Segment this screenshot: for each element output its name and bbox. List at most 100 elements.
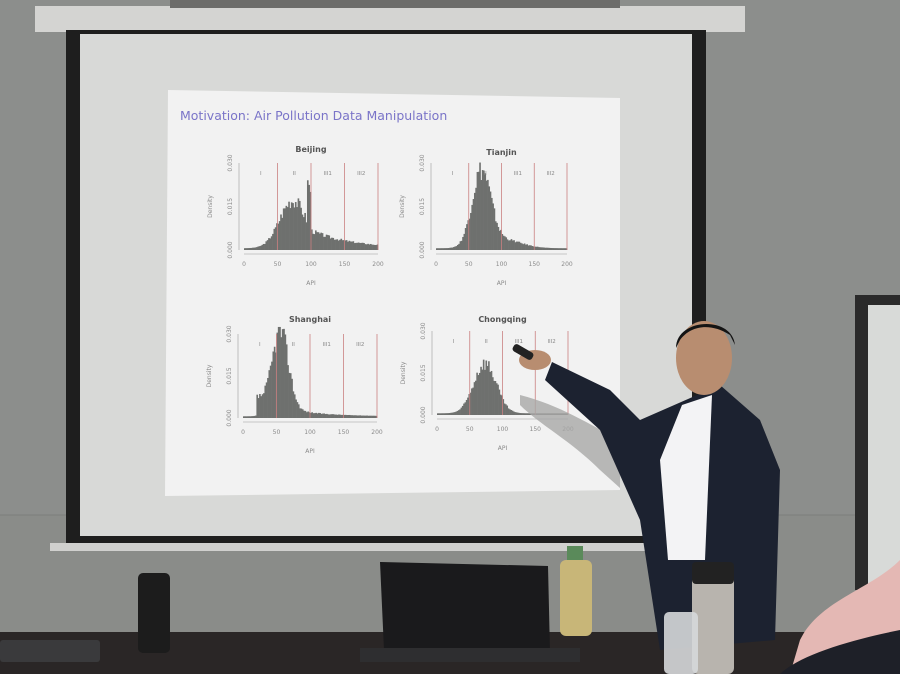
histogram-bar (442, 248, 445, 250)
histogram-bar (260, 396, 263, 418)
histogram-bar (312, 233, 314, 250)
region-label: III2 (357, 171, 365, 177)
histogram-bar (497, 226, 500, 250)
histogram-bar (364, 415, 367, 418)
histogram-bar (320, 232, 323, 250)
histogram-bar (438, 248, 441, 250)
histogram-bar (502, 399, 505, 415)
histogram-bar (370, 415, 372, 418)
histogram-bar (277, 326, 280, 418)
x-tick-label: 100 (305, 261, 317, 268)
histogram-bar (317, 232, 320, 250)
histogram-bar (316, 413, 319, 418)
histogram-bar (472, 387, 474, 415)
histogram-bar (327, 235, 329, 250)
histogram-bar (542, 247, 544, 250)
histogram-bar (332, 414, 335, 418)
histogram-bar (491, 197, 493, 250)
histogram-bar (290, 202, 293, 250)
histogram-bar (311, 229, 313, 250)
histogram-bar (339, 239, 341, 250)
x-tick-label: 50 (465, 261, 473, 268)
histogram-bar (341, 240, 344, 250)
x-tick-label: 100 (496, 261, 508, 268)
y-tick-label: 0.015 (419, 198, 426, 215)
histogram-bar (272, 351, 275, 418)
histogram-bar (246, 248, 249, 250)
histogram-bar (512, 411, 515, 415)
histogram-bar (467, 397, 469, 415)
histogram-bar (324, 414, 327, 418)
histogram-bar (464, 228, 467, 250)
histogram-bar (363, 415, 366, 418)
histogram-bar (289, 208, 292, 250)
histogram-bar (472, 199, 475, 250)
y-tick-label: 0.030 (227, 154, 234, 171)
histogram-bar (507, 408, 510, 415)
histogram-bar (356, 242, 359, 250)
histogram-bar (538, 247, 540, 250)
region-label: III1 (324, 171, 332, 177)
histogram-bar (522, 413, 524, 415)
histogram-bar (515, 412, 518, 415)
histogram-bar (264, 243, 266, 250)
ceiling-fixture (170, 0, 620, 8)
histogram-bar (272, 233, 274, 250)
histogram-bar (497, 384, 499, 415)
histogram-bar (441, 248, 443, 250)
histogram-bar (327, 414, 330, 418)
histogram-bar (520, 413, 523, 415)
histogram-bar (495, 383, 498, 415)
histogram-bar (283, 328, 285, 418)
histogram-bar (269, 238, 272, 250)
histogram-bar (564, 248, 566, 250)
whiteboard (868, 305, 900, 585)
histogram-bar (337, 240, 340, 250)
histogram-bar (462, 236, 464, 250)
histogram-bar (475, 187, 477, 250)
region-label: III1 (515, 339, 523, 345)
histogram-bar (526, 244, 528, 250)
histogram-bar (498, 389, 501, 415)
histogram-bar (310, 412, 312, 418)
histogram-bar (549, 247, 552, 250)
histogram-bar (308, 412, 311, 418)
region-label: III2 (546, 171, 554, 177)
histogram-bar (346, 415, 348, 418)
histogram-bar (439, 413, 442, 415)
histogram-bar (531, 246, 534, 250)
histogram-bar (274, 227, 277, 250)
x-tick-label: 200 (561, 261, 573, 268)
histogram-bar (487, 179, 489, 250)
histogram-bar (479, 162, 481, 250)
histogram-bar (367, 243, 369, 250)
histogram-bar (293, 207, 296, 250)
histogram-bar (321, 233, 324, 250)
histogram-bar (546, 247, 548, 250)
histogram-bar (328, 235, 331, 250)
histogram-bar (490, 370, 493, 415)
histogram-bar (343, 414, 346, 418)
histogram-bar (335, 414, 338, 418)
x-tick-label: 50 (274, 261, 282, 268)
slide (165, 90, 620, 496)
histogram-bar (455, 246, 458, 250)
histogram-bar (312, 413, 315, 418)
histogram-bar (285, 344, 288, 418)
histogram-bar (524, 413, 527, 415)
histogram-bar (262, 243, 265, 250)
histogram-bar (453, 247, 455, 250)
histogram-bar (369, 243, 372, 250)
histogram-bar (447, 413, 450, 415)
histogram-bar (334, 414, 336, 418)
histogram-bar (289, 373, 292, 418)
histogram-bar (471, 388, 473, 415)
histogram-bar (276, 332, 279, 418)
histogram-bar (260, 245, 262, 250)
histogram-bar (519, 242, 522, 250)
x-axis-label: API (497, 280, 507, 287)
histogram-bar (315, 412, 317, 418)
histogram-bar (351, 415, 354, 418)
histogram-bar (486, 365, 489, 415)
